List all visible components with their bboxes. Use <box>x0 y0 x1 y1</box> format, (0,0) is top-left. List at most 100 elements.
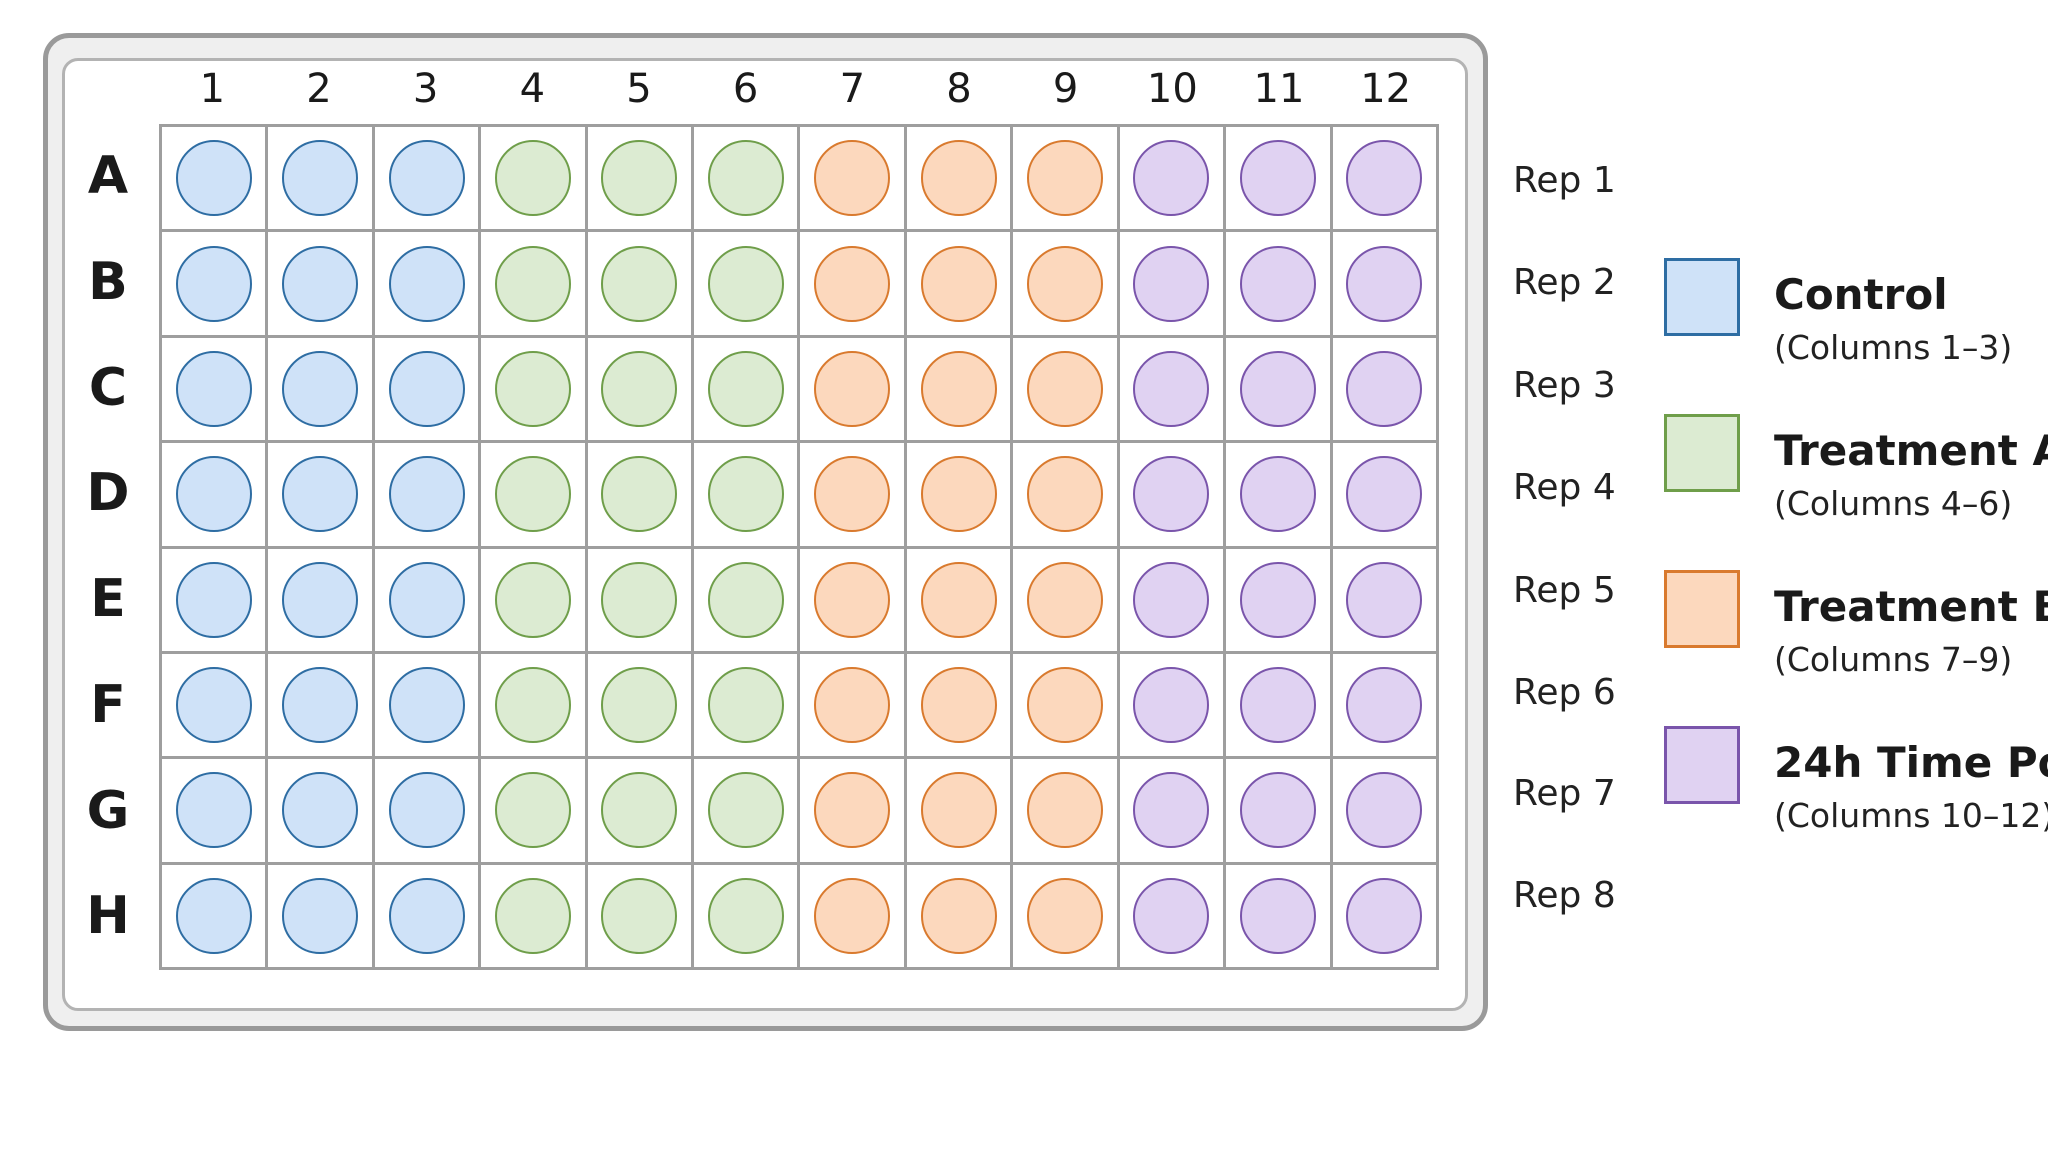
row-label: D <box>86 463 130 524</box>
well-A3 <box>388 140 465 217</box>
well-cell <box>162 337 266 441</box>
well-E10 <box>1133 561 1210 638</box>
well-E2 <box>282 561 359 638</box>
well-F1 <box>175 667 252 744</box>
column-label: 8 <box>946 66 972 112</box>
well-cell <box>268 548 372 651</box>
well-C6 <box>707 350 784 427</box>
legend-swatch <box>1664 258 1740 336</box>
well-cell <box>481 127 585 230</box>
well-cell <box>374 337 479 441</box>
well-G9 <box>1027 772 1104 849</box>
well-H3 <box>388 877 465 954</box>
well-C4 <box>494 350 571 427</box>
well-F12 <box>1346 667 1423 744</box>
well-cell <box>1119 443 1224 546</box>
well-cell <box>1226 127 1330 230</box>
legend-subtitle: (Columns 10–12) <box>1774 796 2048 835</box>
row-label: G <box>86 780 130 841</box>
well-B12 <box>1346 245 1423 322</box>
well-C11 <box>1239 350 1316 427</box>
well-A1 <box>175 140 252 217</box>
well-B6 <box>707 245 784 322</box>
well-H4 <box>494 877 571 954</box>
well-cell <box>1332 232 1436 335</box>
well-cell <box>374 759 479 862</box>
well-cell <box>481 548 585 651</box>
well-G6 <box>707 772 784 849</box>
well-G7 <box>814 772 891 849</box>
well-cell <box>1226 653 1330 757</box>
replicate-label: Rep 4 <box>1513 467 1616 508</box>
well-cell <box>481 337 585 441</box>
well-G4 <box>494 772 571 849</box>
well-cell <box>1226 759 1330 862</box>
well-cell <box>587 232 692 335</box>
well-F11 <box>1239 667 1316 744</box>
well-D5 <box>601 456 678 533</box>
well-cell <box>694 653 798 757</box>
well-cell <box>162 864 266 967</box>
well-cell <box>1332 337 1436 441</box>
well-cell <box>268 337 372 441</box>
well-E4 <box>494 561 571 638</box>
well-H10 <box>1133 877 1210 954</box>
column-label: 9 <box>1052 66 1079 112</box>
well-A2 <box>282 140 359 217</box>
legend-swatch <box>1664 570 1740 648</box>
legend-title: 24h Time Point <box>1774 738 2048 787</box>
well-cell <box>481 864 585 967</box>
legend-title: Treatment B <box>1774 582 2048 631</box>
well-cell <box>694 337 798 441</box>
well-H6 <box>707 877 784 954</box>
well-H1 <box>175 877 252 954</box>
well-cell <box>1013 548 1117 651</box>
well-H2 <box>282 877 359 954</box>
well-cell <box>587 548 692 651</box>
legend-subtitle: (Columns 1–3) <box>1774 328 2013 367</box>
well-F7 <box>814 667 891 744</box>
well-cell <box>906 337 1011 441</box>
well-C1 <box>175 350 252 427</box>
legend-swatch <box>1664 726 1740 804</box>
well-E3 <box>388 561 465 638</box>
well-cell <box>906 864 1011 967</box>
well-cell <box>587 653 692 757</box>
well-cell <box>1226 548 1330 651</box>
well-G8 <box>920 772 997 849</box>
well-cell <box>800 653 904 757</box>
well-H11 <box>1239 877 1316 954</box>
well-E9 <box>1027 561 1104 638</box>
replicate-label: Rep 5 <box>1513 570 1616 611</box>
well-cell <box>587 443 692 546</box>
well-B5 <box>601 245 678 322</box>
well-C3 <box>388 350 465 427</box>
well-grid <box>159 124 1439 970</box>
well-C2 <box>282 350 359 427</box>
well-cell <box>1013 864 1117 967</box>
well-cell <box>162 548 266 651</box>
well-cell <box>481 443 585 546</box>
well-A11 <box>1239 140 1316 217</box>
well-cell <box>1119 232 1224 335</box>
well-C9 <box>1027 350 1104 427</box>
well-D4 <box>494 456 571 533</box>
well-cell <box>1119 337 1224 441</box>
well-B10 <box>1133 245 1210 322</box>
well-cell <box>481 653 585 757</box>
well-D1 <box>175 456 252 533</box>
well-cell <box>800 759 904 862</box>
column-label: 4 <box>519 66 546 112</box>
legend-title: Control <box>1774 270 1948 319</box>
well-H7 <box>814 877 891 954</box>
well-H8 <box>920 877 997 954</box>
well-C8 <box>920 350 997 427</box>
well-cell <box>1226 864 1330 967</box>
well-cell <box>906 759 1011 862</box>
well-cell <box>1119 759 1224 862</box>
row-label: C <box>88 357 128 418</box>
well-F5 <box>601 667 678 744</box>
well-A4 <box>494 140 571 217</box>
well-cell <box>268 232 372 335</box>
well-E1 <box>175 561 252 638</box>
